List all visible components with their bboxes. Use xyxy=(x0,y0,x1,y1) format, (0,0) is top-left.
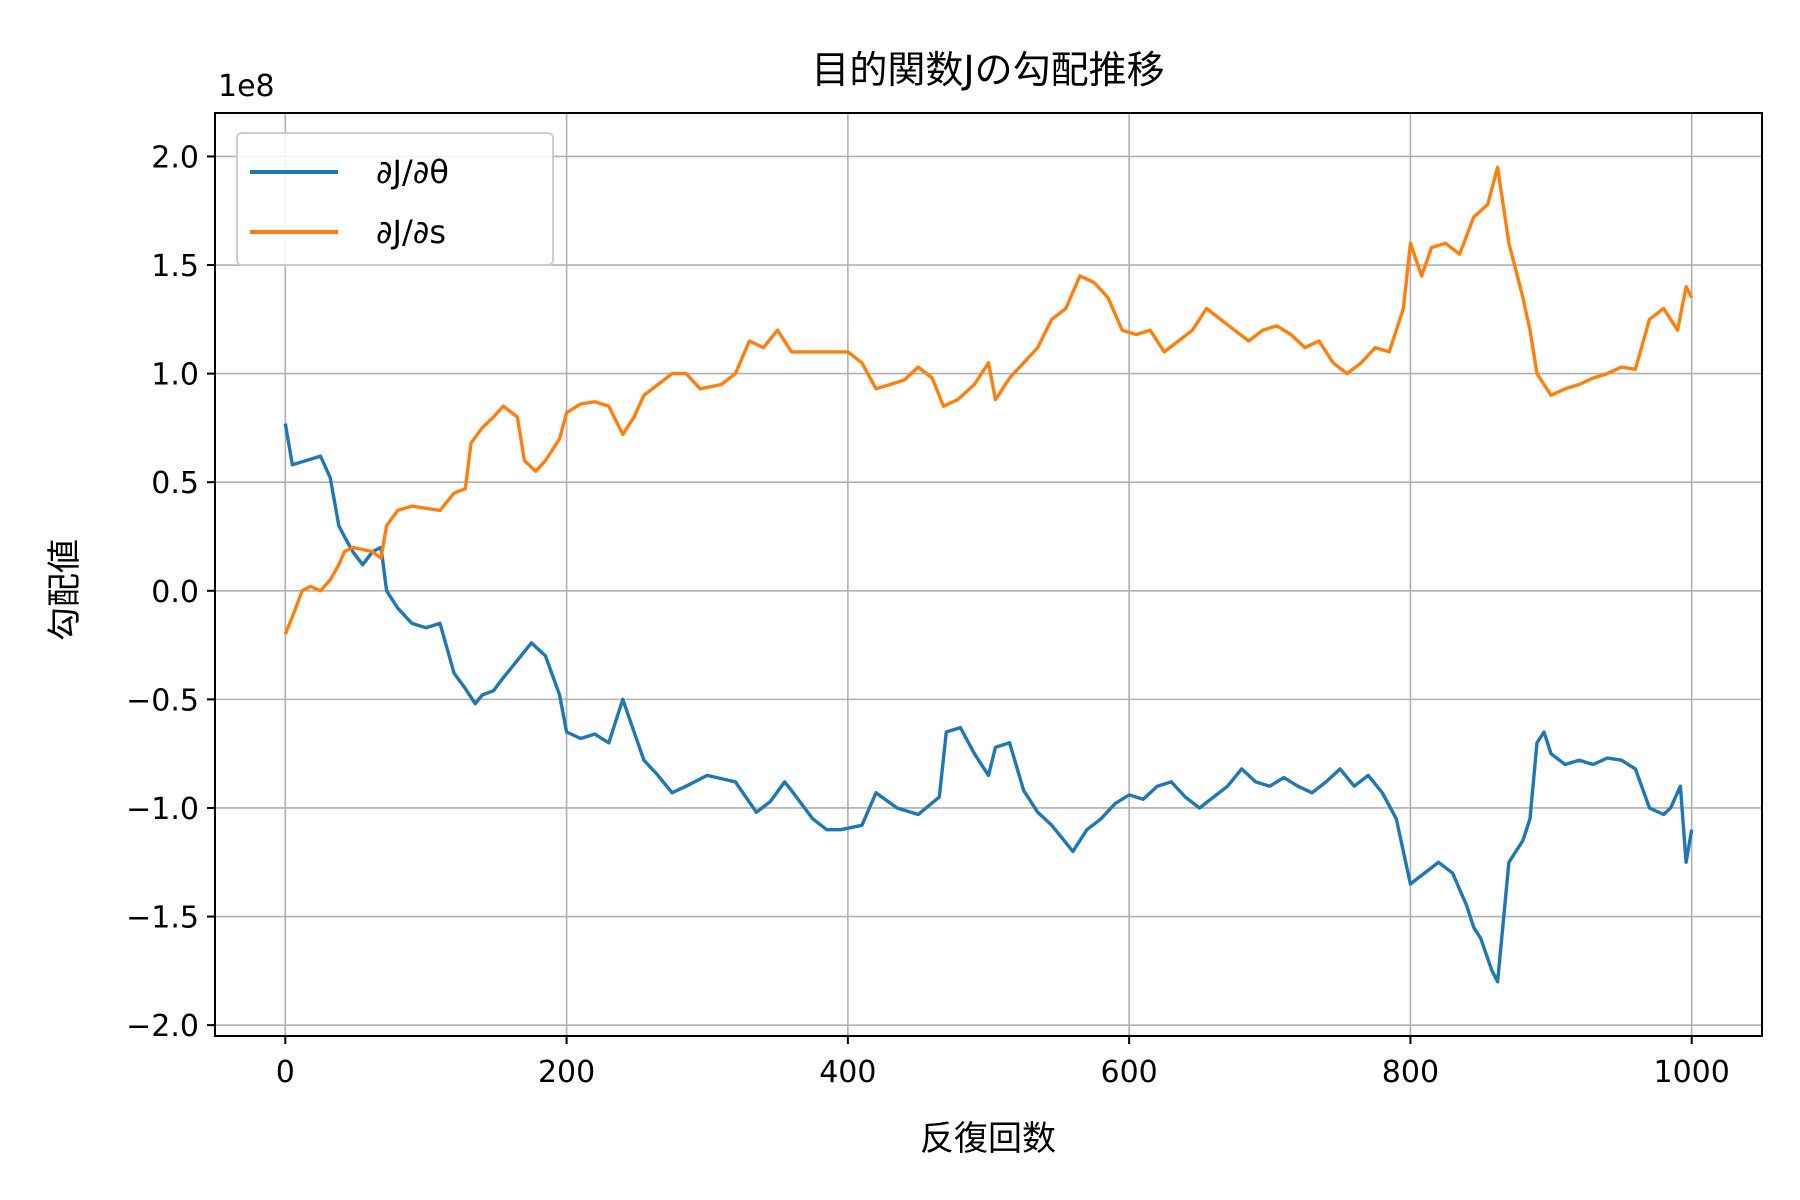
y-tick-label: 0.5 xyxy=(151,466,199,501)
chart-title: 目的関数Jの勾配推移 xyxy=(811,48,1164,92)
series-layer xyxy=(283,165,1694,984)
x-axis-label: 反復回数 xyxy=(920,1119,1056,1159)
y-tick-label: −1.0 xyxy=(126,792,199,827)
y-tick-label: 2.0 xyxy=(151,140,199,175)
legend: ∂J/∂θ ∂J/∂s xyxy=(236,132,554,266)
y-tick-label: 0.0 xyxy=(151,575,199,610)
y-axis-label: 勾配値 xyxy=(45,539,85,641)
y-axis-ticks: 2.0 1.5 1.0 0.5 0.0 −0.5 −1.0 −1.5 −2.0 xyxy=(126,140,215,1044)
legend-label: ∂J/∂s xyxy=(376,213,446,251)
y-axis-offset-label: 1e8 xyxy=(218,69,275,104)
y-tick-label: 1.0 xyxy=(151,358,199,393)
x-tick-label: 0 xyxy=(276,1055,295,1090)
x-tick-label: 800 xyxy=(1382,1055,1439,1090)
x-axis-ticks: 0 200 400 600 800 1000 xyxy=(276,1036,1730,1090)
legend-label: ∂J/∂θ xyxy=(376,153,449,191)
x-tick-label: 600 xyxy=(1101,1055,1158,1090)
plot-frame xyxy=(214,112,1763,1037)
x-tick-label: 1000 xyxy=(1654,1055,1730,1090)
series-line-1 xyxy=(283,423,1694,984)
y-tick-label: −2.0 xyxy=(126,1009,199,1044)
y-tick-label: −1.5 xyxy=(126,901,199,936)
y-tick-label: −0.5 xyxy=(126,683,199,718)
series-line-2 xyxy=(283,165,1694,635)
x-tick-label: 400 xyxy=(819,1055,876,1090)
x-tick-label: 200 xyxy=(538,1055,595,1090)
y-tick-label: 1.5 xyxy=(151,249,199,284)
